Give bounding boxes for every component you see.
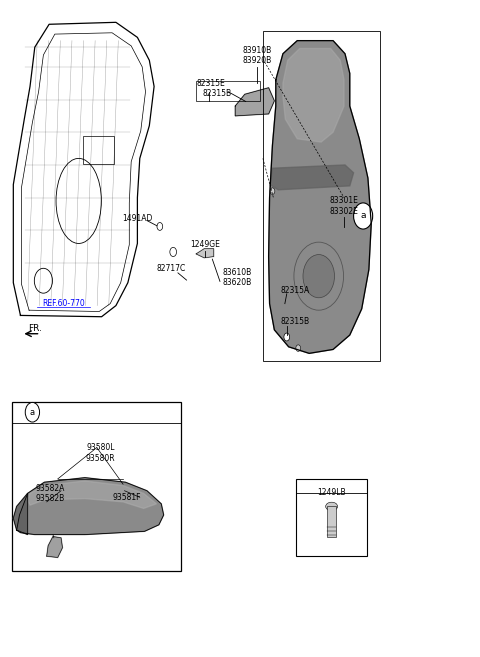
Text: a: a [360, 212, 366, 221]
Polygon shape [17, 478, 164, 535]
Circle shape [296, 345, 300, 351]
Polygon shape [47, 537, 62, 558]
Text: 82315E: 82315E [196, 79, 225, 88]
Text: 1249GE: 1249GE [190, 240, 220, 248]
Text: 82717C: 82717C [156, 265, 186, 273]
Circle shape [157, 223, 163, 231]
Text: 93581F: 93581F [113, 493, 141, 503]
Text: FR.: FR. [28, 324, 42, 333]
Polygon shape [13, 493, 28, 535]
Text: 83301E
83302E: 83301E 83302E [330, 196, 359, 216]
Text: REF.60-770: REF.60-770 [42, 299, 85, 308]
Polygon shape [283, 49, 344, 142]
Polygon shape [28, 481, 156, 509]
Text: 83910B
83920B: 83910B 83920B [242, 46, 271, 66]
Text: 82315B: 82315B [280, 317, 310, 327]
Text: 82315A: 82315A [280, 286, 310, 295]
Text: 82315B: 82315B [203, 89, 232, 98]
Polygon shape [270, 165, 354, 190]
Text: 93580L
93580R: 93580L 93580R [86, 443, 116, 463]
Polygon shape [196, 249, 214, 258]
Circle shape [294, 242, 344, 310]
Text: 93582A
93582B: 93582A 93582B [36, 484, 65, 503]
FancyBboxPatch shape [12, 402, 181, 570]
Circle shape [270, 188, 275, 194]
Circle shape [25, 403, 39, 422]
Polygon shape [235, 88, 275, 116]
Text: 1491AD: 1491AD [122, 214, 153, 223]
Ellipse shape [325, 502, 337, 510]
Circle shape [354, 203, 372, 229]
Text: a: a [30, 408, 35, 417]
Text: 83610B
83620B: 83610B 83620B [223, 268, 252, 287]
Polygon shape [269, 41, 371, 353]
Circle shape [170, 248, 177, 256]
Circle shape [284, 333, 289, 341]
Text: 1249LB: 1249LB [317, 488, 346, 497]
FancyBboxPatch shape [327, 507, 336, 537]
Circle shape [303, 254, 335, 298]
FancyBboxPatch shape [296, 479, 367, 556]
